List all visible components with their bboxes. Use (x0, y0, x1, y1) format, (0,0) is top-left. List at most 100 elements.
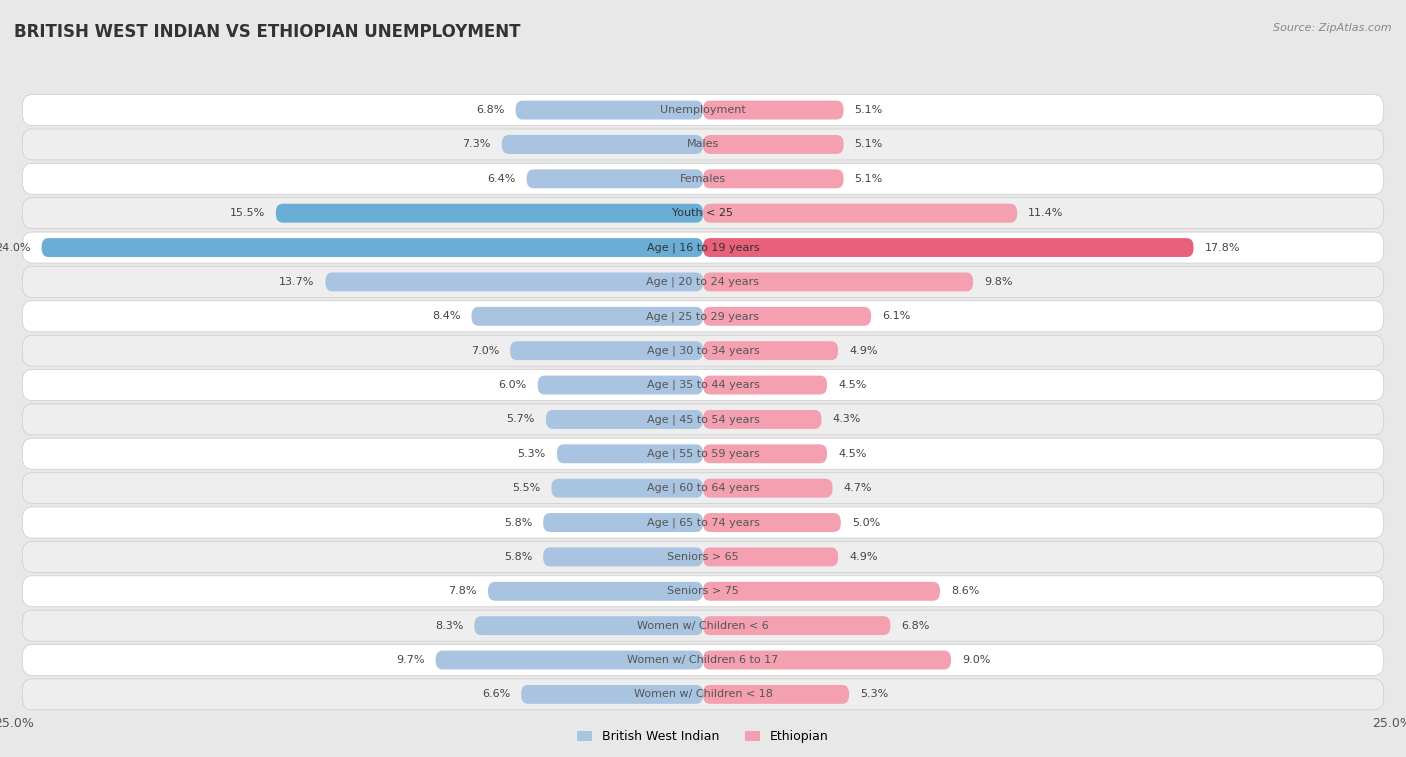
Text: Seniors > 75: Seniors > 75 (666, 586, 740, 597)
Text: 5.5%: 5.5% (512, 483, 540, 493)
FancyBboxPatch shape (527, 170, 703, 188)
FancyBboxPatch shape (22, 472, 1384, 503)
Text: 6.8%: 6.8% (901, 621, 929, 631)
FancyBboxPatch shape (551, 478, 703, 497)
FancyBboxPatch shape (22, 404, 1384, 435)
Text: 17.8%: 17.8% (1205, 242, 1240, 253)
FancyBboxPatch shape (703, 170, 844, 188)
Text: 4.9%: 4.9% (849, 552, 877, 562)
FancyBboxPatch shape (22, 541, 1384, 572)
FancyBboxPatch shape (22, 576, 1384, 607)
FancyBboxPatch shape (703, 101, 844, 120)
Text: Women w/ Children < 6: Women w/ Children < 6 (637, 621, 769, 631)
FancyBboxPatch shape (276, 204, 703, 223)
FancyBboxPatch shape (42, 238, 703, 257)
Text: 5.7%: 5.7% (506, 414, 534, 425)
Text: 7.3%: 7.3% (463, 139, 491, 149)
FancyBboxPatch shape (22, 679, 1384, 710)
FancyBboxPatch shape (325, 273, 703, 291)
Text: 5.3%: 5.3% (517, 449, 546, 459)
FancyBboxPatch shape (474, 616, 703, 635)
FancyBboxPatch shape (703, 375, 827, 394)
Text: 5.8%: 5.8% (503, 552, 531, 562)
FancyBboxPatch shape (703, 444, 827, 463)
Text: Age | 45 to 54 years: Age | 45 to 54 years (647, 414, 759, 425)
FancyBboxPatch shape (436, 650, 703, 669)
Text: Unemployment: Unemployment (661, 105, 745, 115)
FancyBboxPatch shape (703, 650, 950, 669)
Text: 9.0%: 9.0% (962, 655, 990, 665)
FancyBboxPatch shape (22, 507, 1384, 538)
FancyBboxPatch shape (703, 135, 844, 154)
FancyBboxPatch shape (703, 273, 973, 291)
Text: Age | 25 to 29 years: Age | 25 to 29 years (647, 311, 759, 322)
Text: 4.3%: 4.3% (832, 414, 860, 425)
Text: 6.0%: 6.0% (498, 380, 527, 390)
Text: Age | 20 to 24 years: Age | 20 to 24 years (647, 276, 759, 287)
Text: 6.1%: 6.1% (882, 311, 910, 321)
Text: 4.7%: 4.7% (844, 483, 872, 493)
FancyBboxPatch shape (546, 410, 703, 429)
Text: Age | 60 to 64 years: Age | 60 to 64 years (647, 483, 759, 494)
FancyBboxPatch shape (22, 335, 1384, 366)
Text: Age | 55 to 59 years: Age | 55 to 59 years (647, 449, 759, 459)
Text: 13.7%: 13.7% (278, 277, 315, 287)
FancyBboxPatch shape (22, 95, 1384, 126)
FancyBboxPatch shape (22, 232, 1384, 263)
FancyBboxPatch shape (537, 375, 703, 394)
FancyBboxPatch shape (703, 478, 832, 497)
FancyBboxPatch shape (22, 164, 1384, 195)
FancyBboxPatch shape (543, 513, 703, 532)
Text: 8.4%: 8.4% (432, 311, 461, 321)
FancyBboxPatch shape (703, 410, 821, 429)
Text: 4.5%: 4.5% (838, 380, 866, 390)
Text: 9.7%: 9.7% (396, 655, 425, 665)
Text: 6.4%: 6.4% (488, 174, 516, 184)
Text: 5.1%: 5.1% (855, 105, 883, 115)
FancyBboxPatch shape (22, 129, 1384, 160)
FancyBboxPatch shape (703, 582, 941, 601)
Text: Males: Males (688, 139, 718, 149)
FancyBboxPatch shape (703, 685, 849, 704)
FancyBboxPatch shape (703, 204, 1017, 223)
FancyBboxPatch shape (22, 198, 1384, 229)
Text: Age | 16 to 19 years: Age | 16 to 19 years (647, 242, 759, 253)
FancyBboxPatch shape (703, 341, 838, 360)
FancyBboxPatch shape (22, 266, 1384, 298)
FancyBboxPatch shape (522, 685, 703, 704)
Text: 7.0%: 7.0% (471, 346, 499, 356)
Text: 9.8%: 9.8% (984, 277, 1012, 287)
Text: BRITISH WEST INDIAN VS ETHIOPIAN UNEMPLOYMENT: BRITISH WEST INDIAN VS ETHIOPIAN UNEMPLO… (14, 23, 520, 41)
FancyBboxPatch shape (22, 644, 1384, 675)
FancyBboxPatch shape (22, 438, 1384, 469)
Text: Age | 65 to 74 years: Age | 65 to 74 years (647, 517, 759, 528)
FancyBboxPatch shape (703, 547, 838, 566)
Legend: British West Indian, Ethiopian: British West Indian, Ethiopian (578, 731, 828, 743)
Text: Youth < 25: Youth < 25 (672, 208, 734, 218)
FancyBboxPatch shape (488, 582, 703, 601)
Text: 8.3%: 8.3% (434, 621, 463, 631)
FancyBboxPatch shape (510, 341, 703, 360)
FancyBboxPatch shape (703, 616, 890, 635)
Text: 7.8%: 7.8% (449, 586, 477, 597)
Text: Age | 35 to 44 years: Age | 35 to 44 years (647, 380, 759, 391)
FancyBboxPatch shape (543, 547, 703, 566)
FancyBboxPatch shape (22, 369, 1384, 400)
Text: 4.5%: 4.5% (838, 449, 866, 459)
FancyBboxPatch shape (703, 238, 1194, 257)
Text: 6.8%: 6.8% (477, 105, 505, 115)
FancyBboxPatch shape (703, 513, 841, 532)
Text: 6.6%: 6.6% (482, 690, 510, 699)
Text: Age | 30 to 34 years: Age | 30 to 34 years (647, 345, 759, 356)
Text: 15.5%: 15.5% (229, 208, 264, 218)
Text: 5.1%: 5.1% (855, 174, 883, 184)
Text: Seniors > 65: Seniors > 65 (668, 552, 738, 562)
FancyBboxPatch shape (703, 307, 872, 326)
Text: 4.9%: 4.9% (849, 346, 877, 356)
Text: 5.0%: 5.0% (852, 518, 880, 528)
Text: Women w/ Children 6 to 17: Women w/ Children 6 to 17 (627, 655, 779, 665)
FancyBboxPatch shape (22, 610, 1384, 641)
FancyBboxPatch shape (22, 301, 1384, 332)
FancyBboxPatch shape (471, 307, 703, 326)
Text: 5.8%: 5.8% (503, 518, 531, 528)
